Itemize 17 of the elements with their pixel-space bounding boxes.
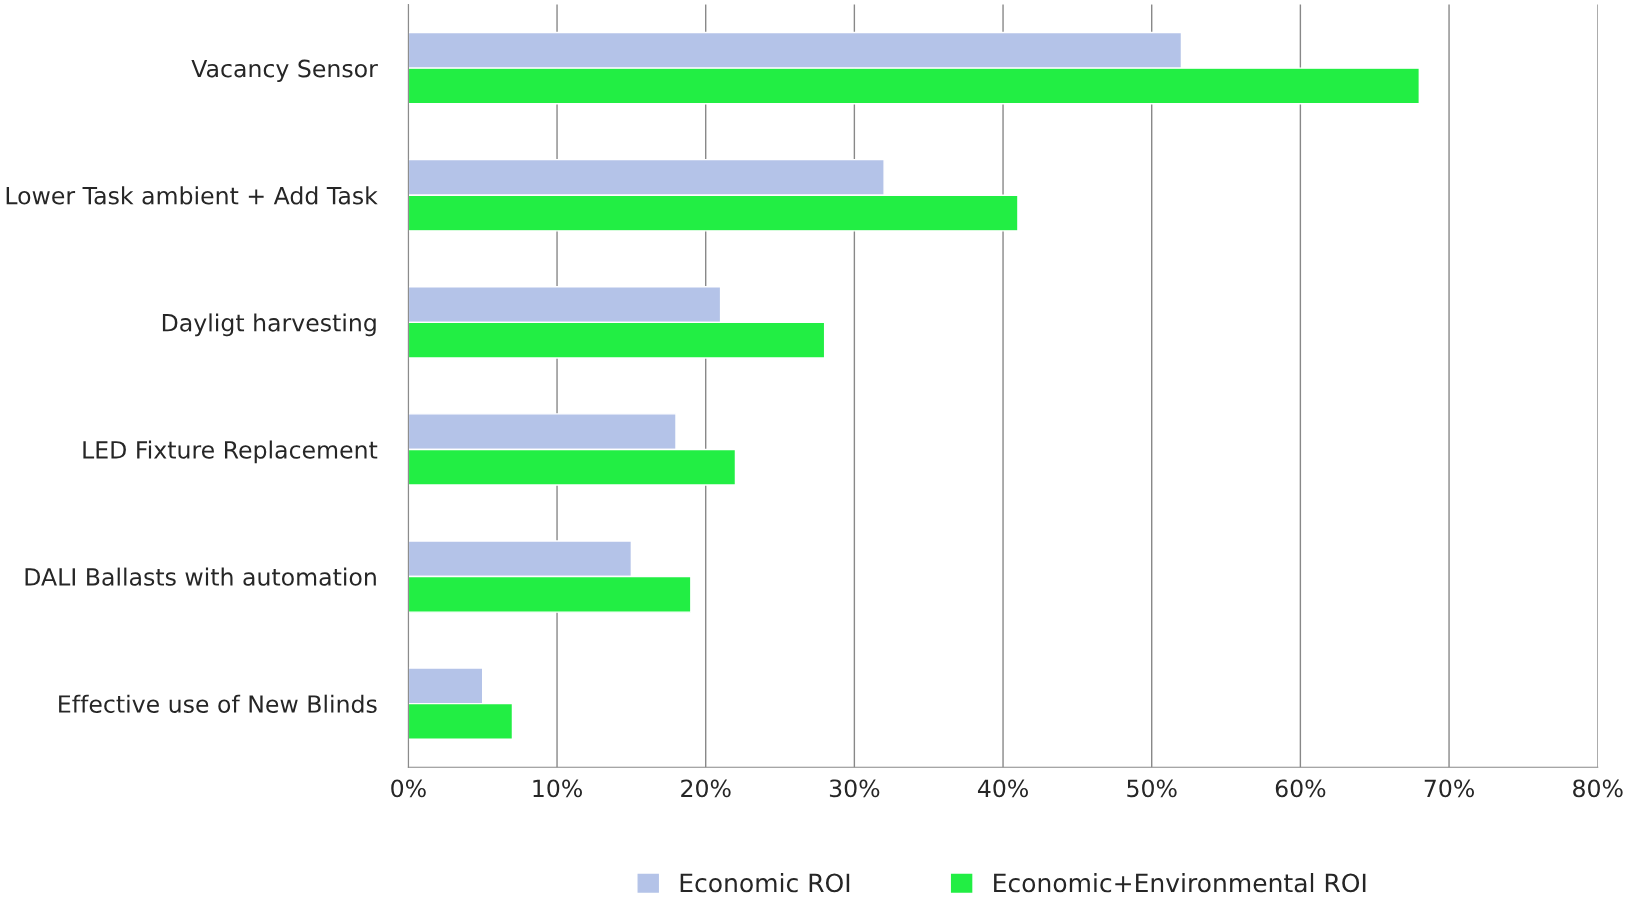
y-tick-label: Dayligt harvesting <box>162 313 376 337</box>
x-tick-label: 60% <box>1275 779 1326 798</box>
legend-label: Economic+Environmental ROI <box>994 873 1366 893</box>
x-tick-label: 30% <box>829 779 880 798</box>
x-tick-label: 10% <box>533 779 582 798</box>
y-tick-label: DALI Ballasts with automation <box>25 567 376 586</box>
x-tick-label: 70% <box>1424 779 1474 798</box>
y-tick-label: LED Fixture Replacement <box>83 440 378 464</box>
legend-label: Economic ROI <box>680 873 850 893</box>
x-tick-label: 80% <box>1573 779 1623 798</box>
x-tick-label: 40% <box>977 779 1028 798</box>
y-tick-label: Lower Task ambient + Add Task <box>6 186 378 205</box>
x-tick-label: 50% <box>1127 779 1177 798</box>
x-tick-label: 20% <box>681 779 731 798</box>
y-tick-label: Vacancy Sensor <box>191 59 378 83</box>
x-tick-label: 0% <box>391 779 426 798</box>
y-tick-label: Effective use of New Blinds <box>59 694 377 713</box>
